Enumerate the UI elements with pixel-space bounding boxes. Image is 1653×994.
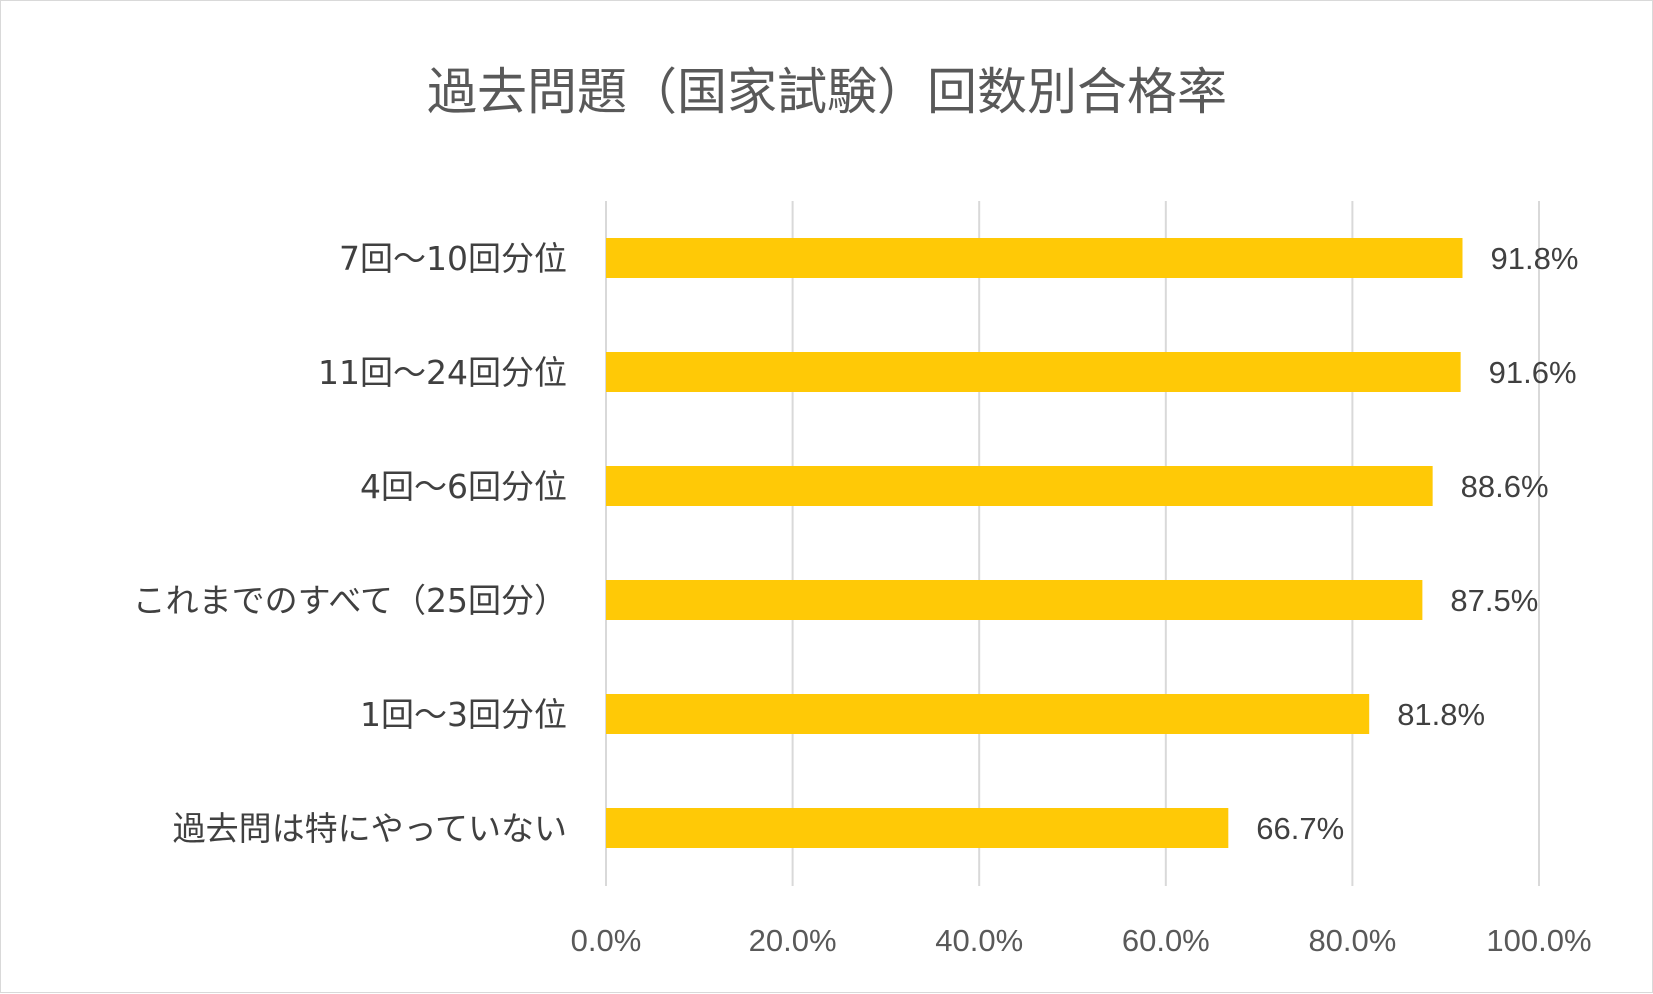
bar [606,694,1370,734]
x-axis-tick-labels: 0.0% 20.0% 40.0% 60.0% 80.0% 100.0% [571,923,1592,958]
gridlines [605,201,1540,886]
x-tick-label: 0.0% [571,923,642,958]
x-tick-label: 100.0% [1486,923,1591,958]
category-label: 1回～3回分位 [360,695,567,734]
value-label: 88.6% [1461,469,1549,504]
chart-title: 過去問題（国家試験）回数別合格率 [427,63,1227,121]
value-label: 87.5% [1450,583,1538,618]
category-label: これまでのすべて（25回分） [133,581,567,620]
bar [606,808,1229,848]
bar [606,466,1433,506]
bar [606,580,1423,620]
x-tick-label: 80.0% [1308,923,1396,958]
x-tick-label: 20.0% [749,923,837,958]
x-tick-label: 60.0% [1122,923,1210,958]
category-label: 7回～10回分位 [339,239,567,278]
category-label: 過去問は特にやっていない [173,809,567,848]
value-label: 91.8% [1490,241,1578,276]
bar [606,352,1461,392]
value-labels: 91.8% 91.6% 88.6% 87.5% 81.8% 66.7% [1256,241,1578,846]
value-label: 81.8% [1397,697,1485,732]
x-tick-label: 40.0% [935,923,1023,958]
value-label: 91.6% [1489,355,1577,390]
category-label: 4回～6回分位 [360,467,567,506]
bar [606,238,1463,278]
bars [606,238,1463,848]
value-label: 66.7% [1256,811,1344,846]
category-label: 11回～24回分位 [318,353,567,392]
